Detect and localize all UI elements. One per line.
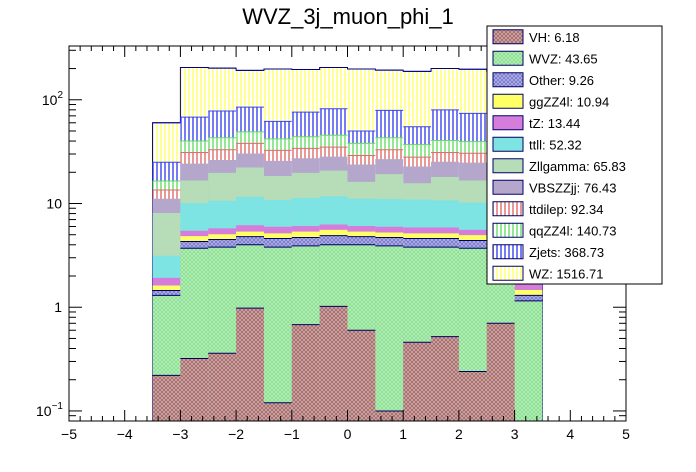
legend-entry-vbszzjj: VBSZZjj: 76.43 <box>492 179 616 195</box>
legend-swatch <box>492 158 524 174</box>
x-tick-label: −1 <box>284 426 300 442</box>
legend-swatch <box>492 244 524 260</box>
legend-swatch <box>492 72 524 88</box>
bar-vh-bin-0 <box>152 375 181 421</box>
legend-swatch <box>492 93 524 109</box>
y-tick-label: 102 <box>42 90 64 108</box>
legend-swatch <box>492 115 524 131</box>
legend-label: WVZ: 43.65 <box>529 51 598 66</box>
x-tick-label: 3 <box>511 426 519 442</box>
x-tick-label: 0 <box>344 426 352 442</box>
legend-label: qqZZ4l: 140.73 <box>529 223 616 238</box>
bar-vh-bin-7 <box>347 330 376 421</box>
legend-label: Zllgamma: 65.83 <box>529 159 626 174</box>
y-tick-label: 10 <box>46 196 62 212</box>
legend-box <box>486 25 663 285</box>
bar-vh-bin-6 <box>319 306 348 421</box>
bar-vh-bin-8 <box>375 410 404 421</box>
legend-swatch <box>492 136 524 152</box>
bar-vh-bin-9 <box>403 342 432 421</box>
series-vh <box>152 305 515 421</box>
x-tick-label: −5 <box>61 426 77 442</box>
legend-swatch <box>492 201 524 217</box>
legend-entry-qqzz4l: qqZZ4l: 140.73 <box>492 222 616 238</box>
legend-entry-wvz: WVZ: 43.65 <box>492 50 598 66</box>
x-tick-label: 1 <box>399 426 407 442</box>
legend-swatch <box>492 29 524 45</box>
bar-vh-bin-2 <box>208 353 237 421</box>
bar-vh-bin-4 <box>263 402 292 421</box>
x-tick-label: 5 <box>622 426 630 442</box>
bar-vh-bin-3 <box>236 308 264 421</box>
x-tick-label: −4 <box>117 426 133 442</box>
bar-wvz-bin-4 <box>263 247 292 421</box>
legend: VH: 6.18 WVZ: 43.65 Other: 9.26 ggZZ4l: 10.… <box>486 25 663 285</box>
legend-label: VBSZZjj: 76.43 <box>529 180 616 195</box>
legend-label: Zjets: 368.73 <box>529 245 604 260</box>
legend-entry-tz: tZ: 13.44 <box>492 115 580 131</box>
x-tick-label: 4 <box>566 426 574 442</box>
legend-entry-vh: VH: 6.18 <box>492 29 580 45</box>
bar-vh-bin-10 <box>431 336 459 421</box>
legend-entry-ttdilep: ttdilep: 92.34 <box>492 201 603 217</box>
legend-entry-ggzz4l: ggZZ4l: 10.94 <box>492 93 609 109</box>
plot-area <box>69 46 626 422</box>
bar-vh-bin-11 <box>458 371 487 421</box>
legend-swatch <box>492 265 524 281</box>
legend-entry-zjets: Zjets: 368.73 <box>492 244 604 260</box>
legend-entry-wz: WZ: 1516.71 <box>492 265 603 281</box>
bar-wvz-bin-13 <box>514 300 543 421</box>
bar-vh-bin-1 <box>180 358 209 421</box>
legend-label: ttll: 52.32 <box>529 137 582 152</box>
legend-swatch <box>492 222 524 238</box>
x-tick-label: 2 <box>455 426 463 442</box>
legend-label: ttdilep: 92.34 <box>529 202 603 217</box>
legend-swatch <box>492 50 524 66</box>
y-tick-label: 1 <box>54 299 62 315</box>
legend-entry-zllgamma: Zllgamma: 65.83 <box>492 158 626 174</box>
bar-vh-bin-12 <box>486 323 515 421</box>
x-tick-label: −2 <box>228 426 244 442</box>
legend-label: Other: 9.26 <box>529 73 594 88</box>
legend-entry-other: Other: 9.26 <box>492 72 594 88</box>
y-tick-label: 10−1 <box>36 401 63 419</box>
legend-label: VH: 6.18 <box>529 30 580 45</box>
legend-entry-ttll: ttll: 52.32 <box>492 136 582 152</box>
x-tick-label: −3 <box>172 426 188 442</box>
legend-label: ggZZ4l: 10.94 <box>529 94 609 109</box>
legend-label: WZ: 1516.71 <box>529 266 603 281</box>
legend-swatch <box>492 179 524 195</box>
chart-title: WVZ_3j_muon_phi_1 <box>242 4 454 29</box>
bar-wvz-bin-8 <box>375 245 404 421</box>
legend-label: tZ: 13.44 <box>529 116 580 131</box>
bar-vh-bin-5 <box>291 324 320 421</box>
